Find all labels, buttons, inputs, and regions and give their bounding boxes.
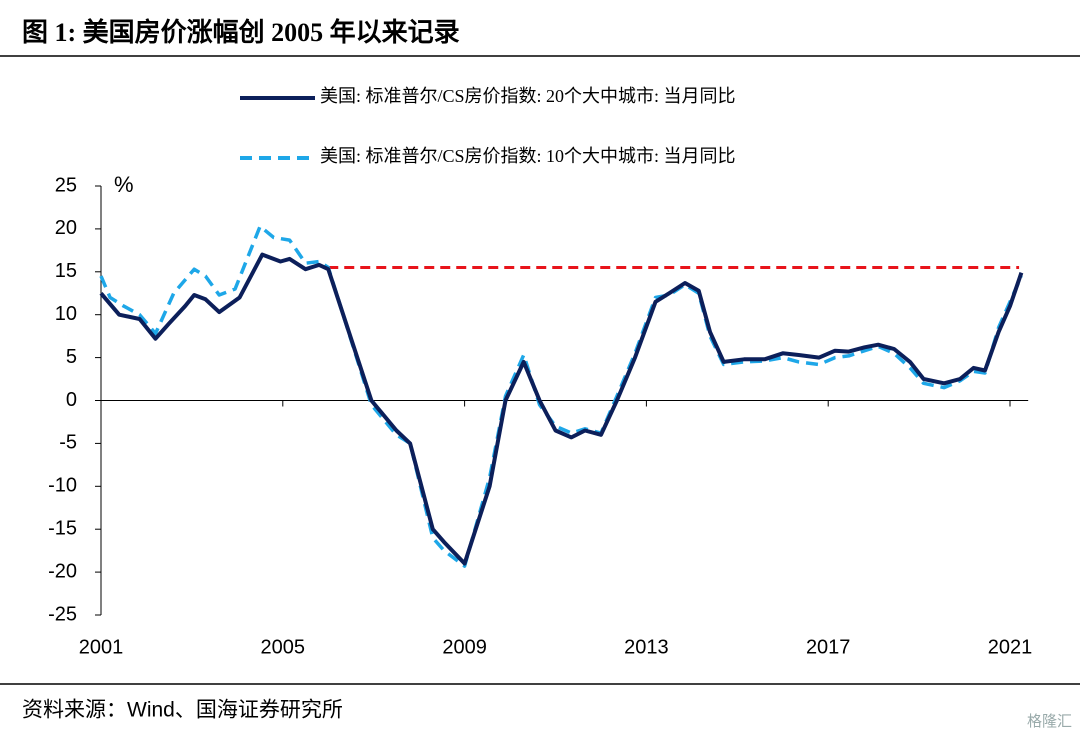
y-tick-label: -20 xyxy=(48,560,77,582)
y-tick-label: -15 xyxy=(48,517,77,539)
y-tick-label: -10 xyxy=(48,475,77,497)
y-unit: % xyxy=(114,172,134,197)
watermark: 格隆汇 xyxy=(1027,713,1072,730)
y-tick-label: 5 xyxy=(66,346,77,368)
legend-label: 美国: 标准普尔/CS房价指数: 20个大中城市: 当月同比 xyxy=(320,86,736,106)
x-tick-label: 2005 xyxy=(261,636,306,658)
y-tick-label: 10 xyxy=(55,303,77,325)
source-note: 资料来源：Wind、国海证券研究所 xyxy=(22,699,343,722)
x-tick-label: 2017 xyxy=(806,636,851,658)
y-tick-label: 0 xyxy=(66,389,77,411)
y-tick-label: 20 xyxy=(55,217,77,239)
x-tick-label: 2001 xyxy=(79,636,124,658)
y-tick-label: 15 xyxy=(55,260,77,282)
x-tick-label: 2013 xyxy=(624,636,669,658)
x-tick-label: 2009 xyxy=(442,636,487,658)
y-tick-label: -5 xyxy=(59,432,77,454)
legend-label: 美国: 标准普尔/CS房价指数: 10个大中城市: 当月同比 xyxy=(320,146,736,166)
chart-title: 图 1: 美国房价涨幅创 2005 年以来记录 xyxy=(22,17,460,47)
y-tick-label: 25 xyxy=(55,174,77,196)
series-line xyxy=(99,252,1024,566)
series-line xyxy=(99,224,1023,568)
x-tick-label: 2021 xyxy=(988,636,1033,658)
y-tick-label: -25 xyxy=(48,603,77,625)
